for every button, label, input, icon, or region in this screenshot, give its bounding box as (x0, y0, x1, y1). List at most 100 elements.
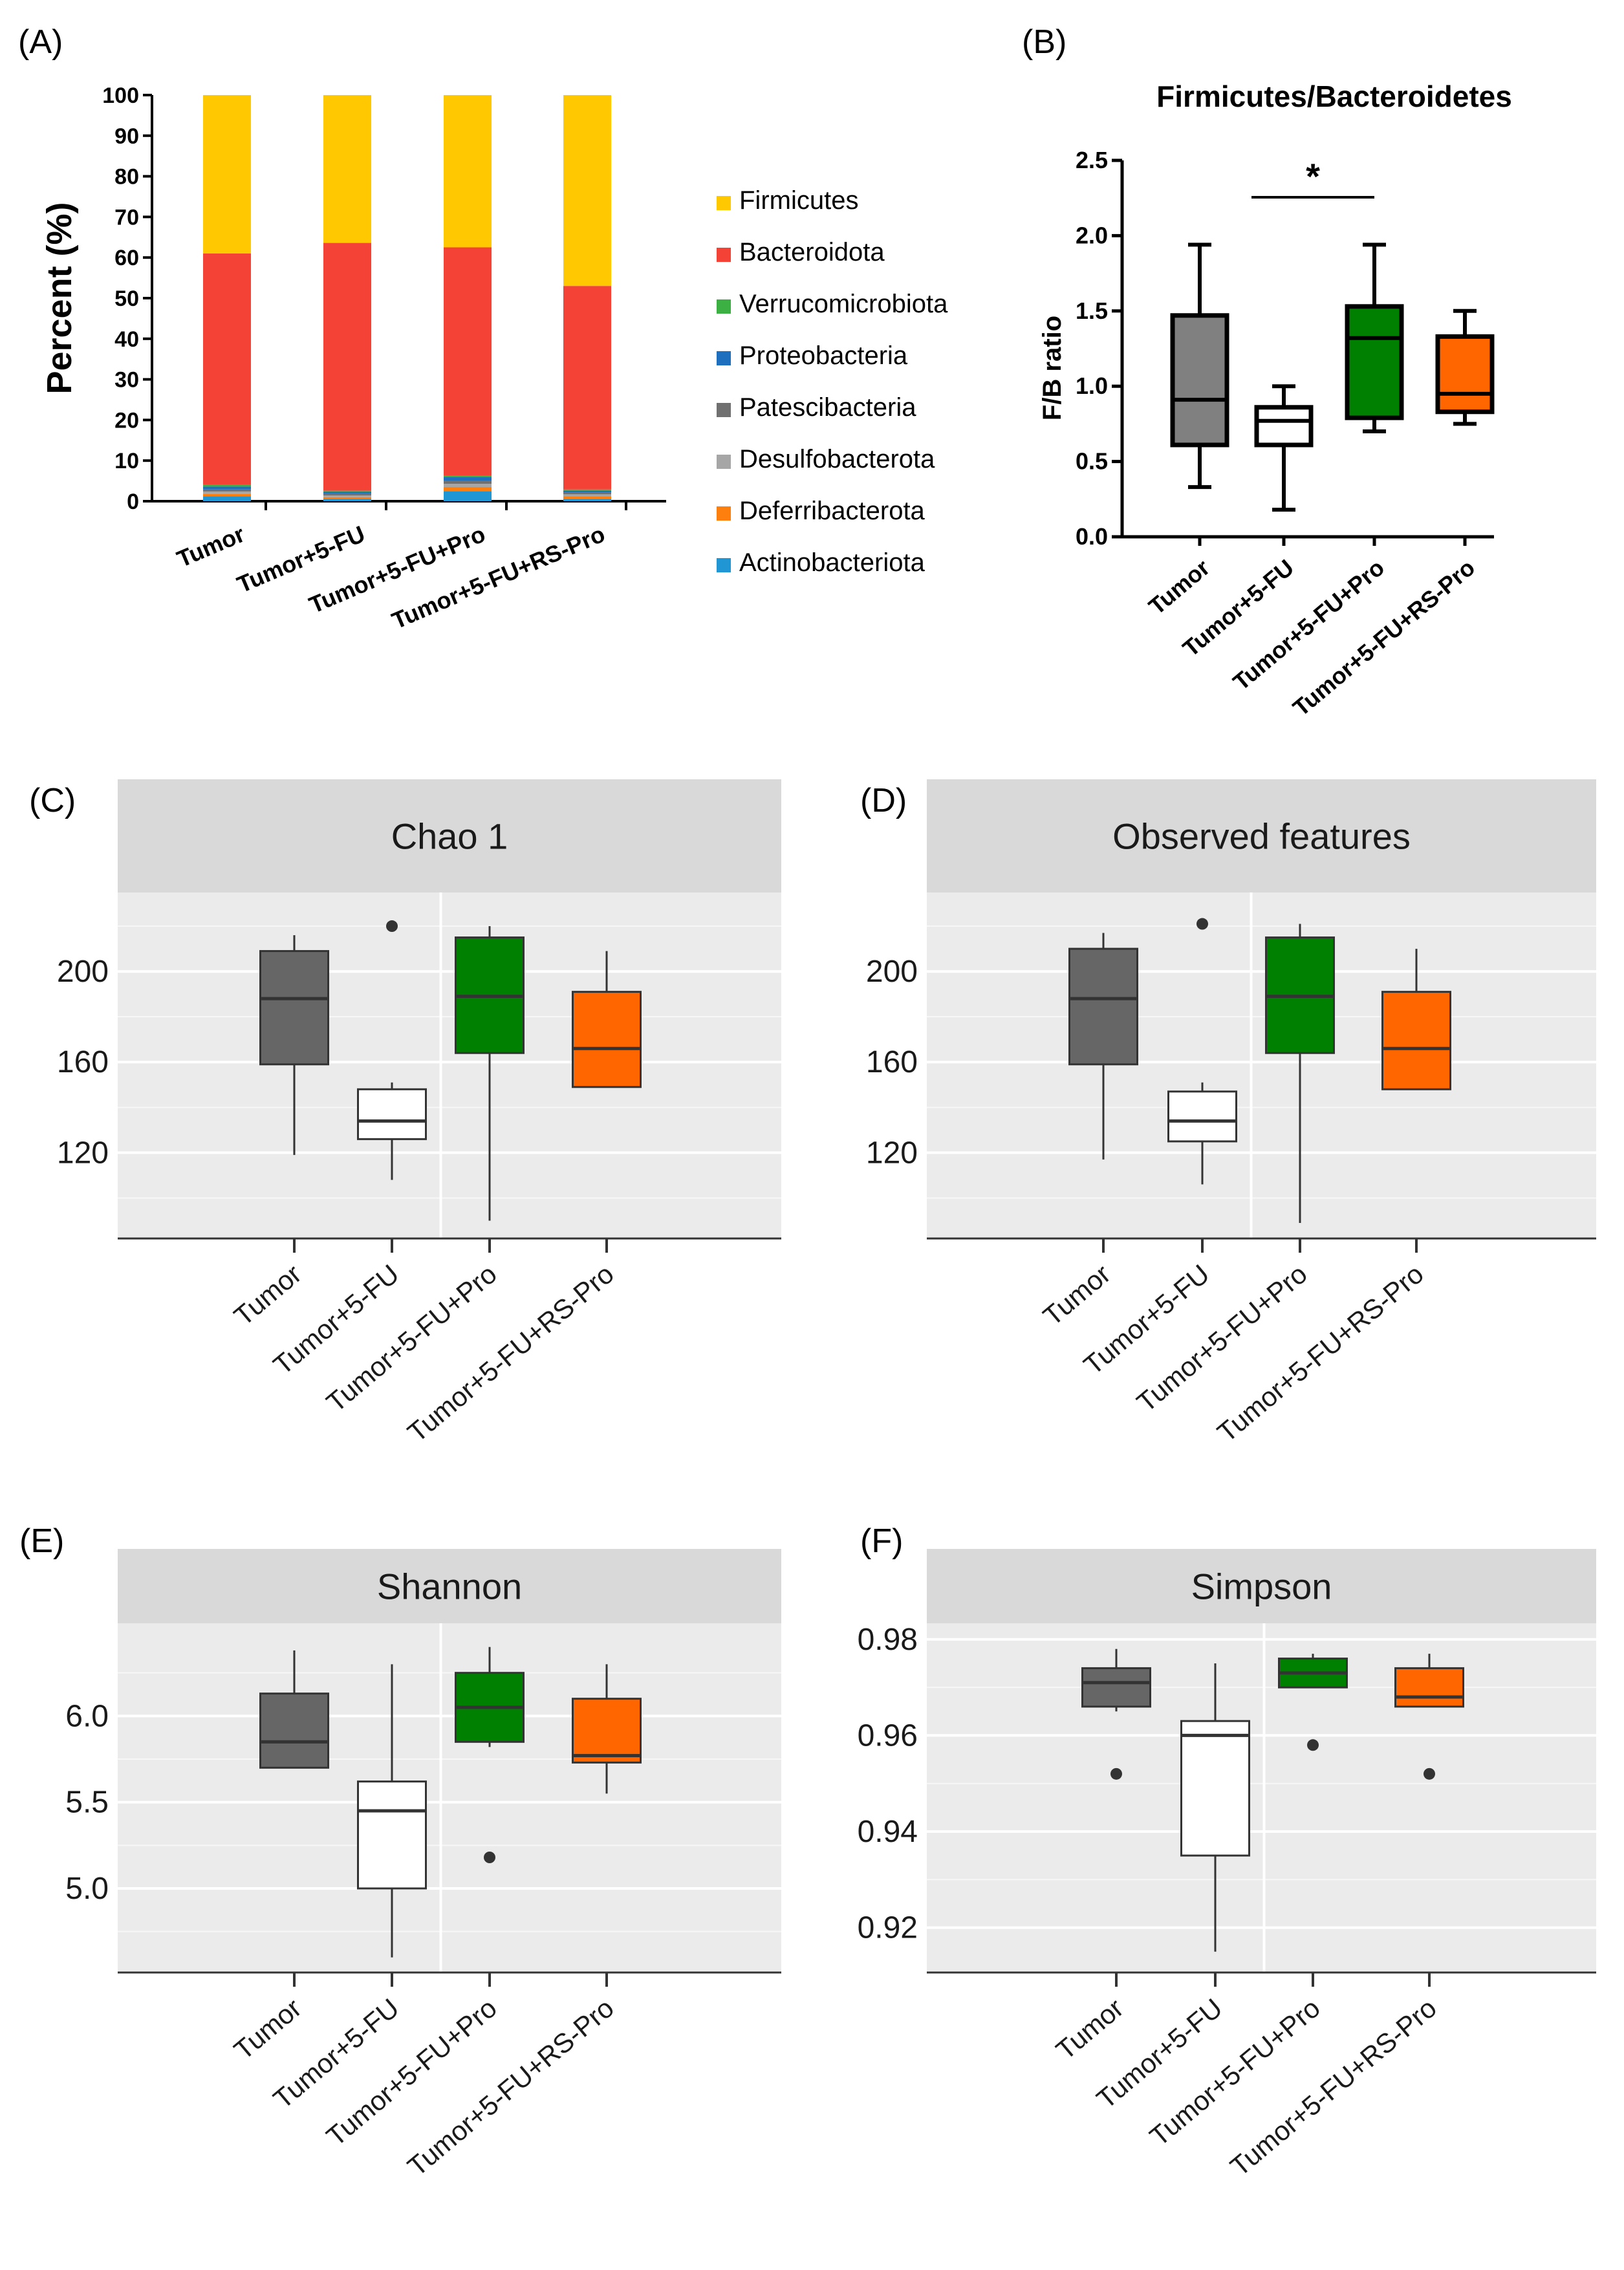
y-tick-label: 0.94 (858, 1815, 918, 1849)
x-tick-label: Tumor (228, 1993, 307, 2066)
facet-strip (927, 779, 1596, 892)
y-tick-label: 5.0 (65, 1872, 109, 1906)
legend-label: Verrucomicrobiota (739, 290, 948, 318)
bar-segment (323, 499, 371, 501)
legend-swatch (717, 455, 731, 469)
bar-segment (203, 496, 251, 501)
plot-background (118, 892, 781, 1238)
legend-label: Proteobacteria (739, 341, 908, 370)
y-tick-label: 200 (57, 955, 109, 989)
chart-title-b: Firmicutes/Bacteroidetes (1156, 80, 1512, 113)
bar-segment (563, 286, 611, 490)
box (1394, 1667, 1464, 1708)
x-tick-label-b: Tumor+5-FU+RS-Pro (1288, 554, 1480, 722)
panel-label-d: (D) (860, 782, 907, 819)
legend-label: Actinobacteriota (739, 548, 926, 577)
y-tick-label-b: 0.5 (1076, 448, 1108, 475)
facet-title: Chao 1 (391, 816, 508, 857)
bar-segment (203, 484, 251, 487)
outlier-point (1307, 1739, 1319, 1751)
box (1068, 947, 1138, 1066)
bar-segment (563, 490, 611, 493)
outlier-point (1424, 1767, 1435, 1780)
plot-background (927, 1623, 1596, 1973)
y-tick-label: 160 (57, 1045, 109, 1079)
x-tick-label: Tumor (1037, 1259, 1116, 1332)
y-tick-label: 0.98 (858, 1623, 918, 1657)
bar-segment (323, 243, 371, 491)
box (357, 1088, 427, 1140)
bar-segment (444, 491, 492, 501)
legend-label: Deferribacterota (739, 497, 926, 525)
plot-background (927, 892, 1596, 1238)
significance-label: * (1306, 156, 1320, 197)
legend-label: Bacteroidota (739, 238, 885, 266)
bar-segment (203, 489, 251, 492)
bar-segment (203, 95, 251, 254)
y-tick-label-a: 100 (102, 83, 139, 108)
bar-segment (203, 491, 251, 494)
box (357, 1780, 427, 1890)
y-tick-label-a: 60 (114, 246, 139, 270)
facet-title: Simpson (1191, 1566, 1332, 1607)
legend-swatch (717, 351, 731, 365)
legend-swatch (717, 403, 731, 417)
x-tick-label: Tumor+5-FU+RS-Pro (402, 1993, 620, 2182)
outlier-point (484, 1852, 495, 1863)
legend-swatch (717, 506, 731, 521)
bar-segment (323, 490, 371, 492)
y-tick-label-b: 0.0 (1076, 523, 1108, 550)
plot-background (118, 1623, 781, 1973)
panel-label-b: (B) (1022, 23, 1066, 61)
y-tick-label-a: 50 (114, 286, 139, 311)
box (572, 991, 642, 1088)
x-tick-label: Tumor+5-FU+RS-Pro (1211, 1259, 1429, 1448)
x-tick-label-a: Tumor+5-FU+RS-Pro (388, 521, 609, 634)
y-tick-label-a: 70 (114, 205, 139, 230)
panel-label-c: (C) (29, 782, 76, 819)
bar-segment (563, 496, 611, 499)
legend-swatch (717, 299, 731, 314)
facet-title: Shannon (377, 1566, 522, 1607)
y-tick-label-a: 40 (114, 327, 139, 352)
bar-segment (323, 492, 371, 494)
y-axis-label-a: Percent (%) (40, 202, 79, 394)
y-tick-label-b: 1.0 (1076, 373, 1108, 399)
bar-segment (444, 483, 492, 488)
facet-title: Observed features (1112, 816, 1411, 857)
bar-segment (444, 487, 492, 492)
box (1435, 334, 1495, 415)
bar-segment (444, 95, 492, 248)
y-tick-label-a: 80 (114, 165, 139, 189)
x-tick-label-b: Tumor+5-FU+Pro (1228, 554, 1390, 696)
facet-strip (118, 779, 781, 892)
box (1381, 991, 1451, 1090)
facet-strip (118, 1549, 781, 1623)
y-tick-label-a: 20 (114, 408, 139, 433)
y-tick-label-a: 30 (114, 368, 139, 393)
x-tick-label-b: Tumor (1143, 554, 1215, 620)
x-tick-label: Tumor (228, 1259, 307, 1332)
y-tick-label: 160 (866, 1045, 918, 1079)
x-tick-label: Tumor (1050, 1993, 1129, 2066)
panel-label-f: (F) (860, 1522, 903, 1560)
y-tick-label-b: 2.5 (1076, 147, 1108, 173)
bar-segment (444, 247, 492, 476)
bar-segment (323, 497, 371, 499)
box (1167, 1090, 1237, 1143)
y-axis-label-b: F/B ratio (1038, 316, 1066, 420)
y-tick-label-b: 2.0 (1076, 222, 1108, 248)
y-tick-label-a: 90 (114, 124, 139, 149)
panel-label-a: (A) (18, 23, 63, 61)
legend-swatch (717, 196, 731, 210)
legend-label: Firmicutes (739, 186, 858, 215)
bar-segment (563, 95, 611, 286)
box (259, 1692, 329, 1769)
y-tick-label: 0.96 (858, 1718, 918, 1753)
panel-e: (E)Shannon5.05.56.0TumorTumor+5-FUTumor+… (19, 1522, 781, 2182)
facet-strip (927, 1549, 1596, 1623)
legend-swatch (717, 558, 731, 572)
bar-segment (563, 499, 611, 501)
y-tick-label-a: 10 (114, 449, 139, 473)
